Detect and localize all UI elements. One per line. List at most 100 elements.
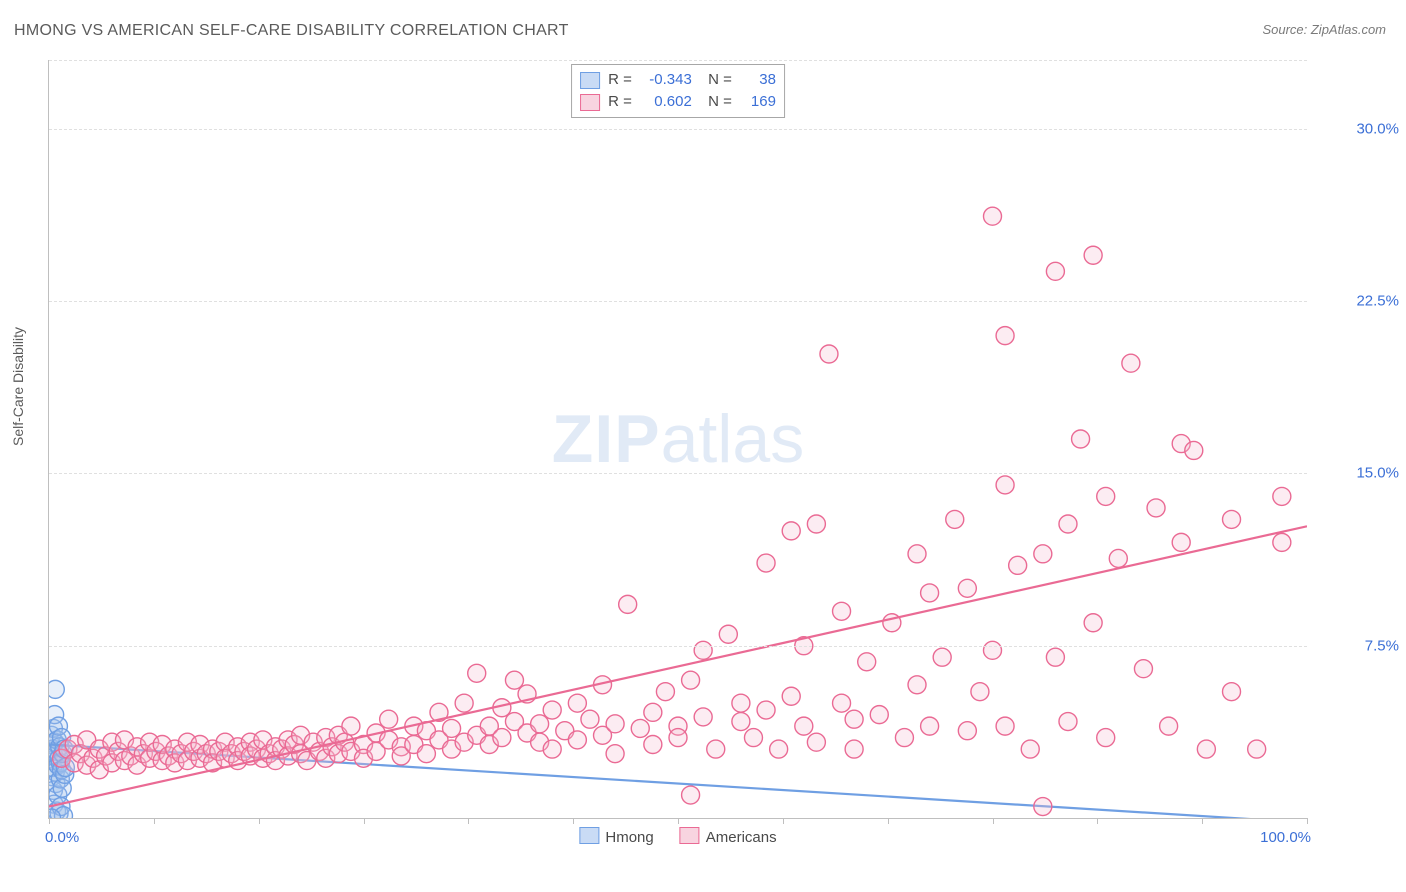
scatter-point-americans [443,719,461,737]
scatter-point-americans [870,706,888,724]
y-tick-label: 30.0% [1319,120,1399,137]
scatter-point-americans [694,641,712,659]
stats-row-hmong: R = -0.343 N = 38 [580,69,776,91]
swatch-icon [580,94,600,111]
plot-area: ZIPatlas R =-0.343 N =38R =0.602 N =169 … [48,60,1307,819]
scatter-point-americans [1034,545,1052,563]
x-tick [364,818,365,824]
stats-row-americans: R =0.602 N =169 [580,91,776,113]
r-label: R = [608,69,632,91]
scatter-point-americans [1223,510,1241,528]
scatter-point-americans [606,745,624,763]
scatter-point-americans [1273,487,1291,505]
scatter-point-americans [1009,556,1027,574]
scatter-point-americans [958,722,976,740]
scatter-svg [49,60,1307,818]
scatter-point-americans [1197,740,1215,758]
scatter-point-americans [845,740,863,758]
x-tick [49,818,50,824]
scatter-point-americans [581,710,599,728]
scatter-point-americans [1034,798,1052,816]
x-tick [993,818,994,824]
scatter-point-americans [505,671,523,689]
scatter-point-americans [996,717,1014,735]
chart-title: HMONG VS AMERICAN SELF-CARE DISABILITY C… [14,22,569,40]
stats-legend: R =-0.343 N =38R =0.602 N =169 [571,64,785,118]
scatter-point-americans [1172,533,1190,551]
n-label: N = [700,69,732,91]
scatter-point-americans [921,584,939,602]
scatter-point-americans [1084,614,1102,632]
scatter-point-americans [568,731,586,749]
x-tick [259,818,260,824]
legend-label: Americans [706,829,777,846]
scatter-point-americans [694,708,712,726]
scatter-point-americans [606,715,624,733]
scatter-point-americans [1248,740,1266,758]
scatter-point-americans [1223,683,1241,701]
scatter-point-americans [644,735,662,753]
scatter-point-americans [1097,487,1115,505]
scatter-point-americans [493,729,511,747]
scatter-point-americans [644,703,662,721]
scatter-point-americans [568,694,586,712]
scatter-point-americans [858,653,876,671]
gridline [49,473,1307,474]
scatter-point-americans [820,345,838,363]
scatter-point-americans [782,687,800,705]
scatter-point-americans [833,694,851,712]
x-tick [678,818,679,824]
swatch-icon [680,827,700,844]
scatter-point-americans [996,327,1014,345]
scatter-point-americans [1160,717,1178,735]
r-value: 0.602 [640,91,692,113]
y-tick-label: 15.0% [1319,465,1399,482]
scatter-point-americans [1021,740,1039,758]
n-label: N = [700,91,732,113]
scatter-point-americans [833,602,851,620]
scatter-point-americans [770,740,788,758]
r-value: -0.343 [640,69,692,91]
legend-item-americans: Americans [680,827,777,846]
x-axis-max-label: 100.0% [1260,829,1311,846]
scatter-point-americans [682,786,700,804]
scatter-point-americans [996,476,1014,494]
scatter-point-americans [1109,549,1127,567]
scatter-point-americans [380,710,398,728]
scatter-point-americans [908,676,926,694]
y-tick-label: 22.5% [1319,293,1399,310]
scatter-point-americans [1046,262,1064,280]
n-value: 38 [740,69,776,91]
gridline [49,129,1307,130]
scatter-point-americans [732,713,750,731]
x-tick [1097,818,1098,824]
legend-label: Hmong [605,829,653,846]
scatter-point-americans [719,625,737,643]
gridline [49,301,1307,302]
y-tick-label: 7.5% [1319,637,1399,654]
scatter-point-americans [543,740,561,758]
scatter-point-americans [1046,648,1064,666]
scatter-point-americans [1097,729,1115,747]
scatter-point-americans [958,579,976,597]
scatter-point-americans [656,683,674,701]
scatter-point-americans [707,740,725,758]
source-label: Source: ZipAtlas.com [1262,22,1386,37]
x-tick [468,818,469,824]
scatter-point-americans [807,733,825,751]
scatter-point-americans [984,641,1002,659]
scatter-point-americans [845,710,863,728]
scatter-point-americans [531,715,549,733]
scatter-point-americans [1273,533,1291,551]
scatter-point-americans [1122,354,1140,372]
chart-container: HMONG VS AMERICAN SELF-CARE DISABILITY C… [0,0,1406,892]
r-label: R = [608,91,632,113]
scatter-point-americans [921,717,939,735]
scatter-point-americans [933,648,951,666]
x-tick [573,818,574,824]
scatter-point-americans [971,683,989,701]
scatter-point-americans [1134,660,1152,678]
scatter-point-americans [984,207,1002,225]
scatter-point-americans [1059,515,1077,533]
scatter-point-americans [1185,441,1203,459]
